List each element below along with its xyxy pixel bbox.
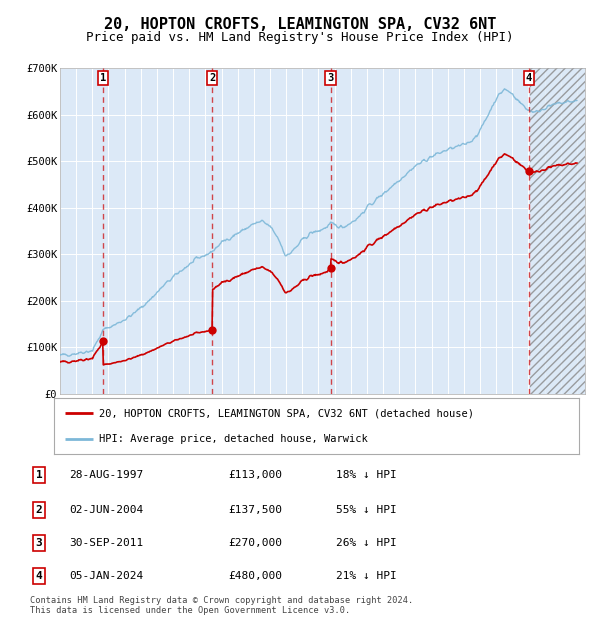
Text: £270,000: £270,000 [228, 538, 282, 548]
Text: Price paid vs. HM Land Registry's House Price Index (HPI): Price paid vs. HM Land Registry's House … [86, 31, 514, 44]
Text: 4: 4 [526, 73, 532, 83]
Text: 26% ↓ HPI: 26% ↓ HPI [336, 538, 397, 548]
Text: 1: 1 [35, 470, 43, 480]
Text: 55% ↓ HPI: 55% ↓ HPI [336, 505, 397, 515]
Text: 28-AUG-1997: 28-AUG-1997 [69, 470, 143, 480]
Text: Contains HM Land Registry data © Crown copyright and database right 2024.
This d: Contains HM Land Registry data © Crown c… [30, 596, 413, 615]
Text: 2: 2 [35, 505, 43, 515]
Text: £113,000: £113,000 [228, 470, 282, 480]
Text: 20, HOPTON CROFTS, LEAMINGTON SPA, CV32 6NT (detached house): 20, HOPTON CROFTS, LEAMINGTON SPA, CV32 … [98, 408, 473, 418]
Text: 2: 2 [209, 73, 215, 83]
Text: 3: 3 [35, 538, 43, 548]
Bar [530, 68, 585, 394]
Text: 30-SEP-2011: 30-SEP-2011 [69, 538, 143, 548]
Text: 21% ↓ HPI: 21% ↓ HPI [336, 571, 397, 581]
Text: £480,000: £480,000 [228, 571, 282, 581]
Text: 05-JAN-2024: 05-JAN-2024 [69, 571, 143, 581]
Text: 18% ↓ HPI: 18% ↓ HPI [336, 470, 397, 480]
Text: 02-JUN-2004: 02-JUN-2004 [69, 505, 143, 515]
Text: 4: 4 [35, 571, 43, 581]
Text: £137,500: £137,500 [228, 505, 282, 515]
Text: 1: 1 [100, 73, 106, 83]
Text: 20, HOPTON CROFTS, LEAMINGTON SPA, CV32 6NT: 20, HOPTON CROFTS, LEAMINGTON SPA, CV32 … [104, 17, 496, 32]
Text: 3: 3 [328, 73, 334, 83]
Text: HPI: Average price, detached house, Warwick: HPI: Average price, detached house, Warw… [98, 434, 367, 444]
